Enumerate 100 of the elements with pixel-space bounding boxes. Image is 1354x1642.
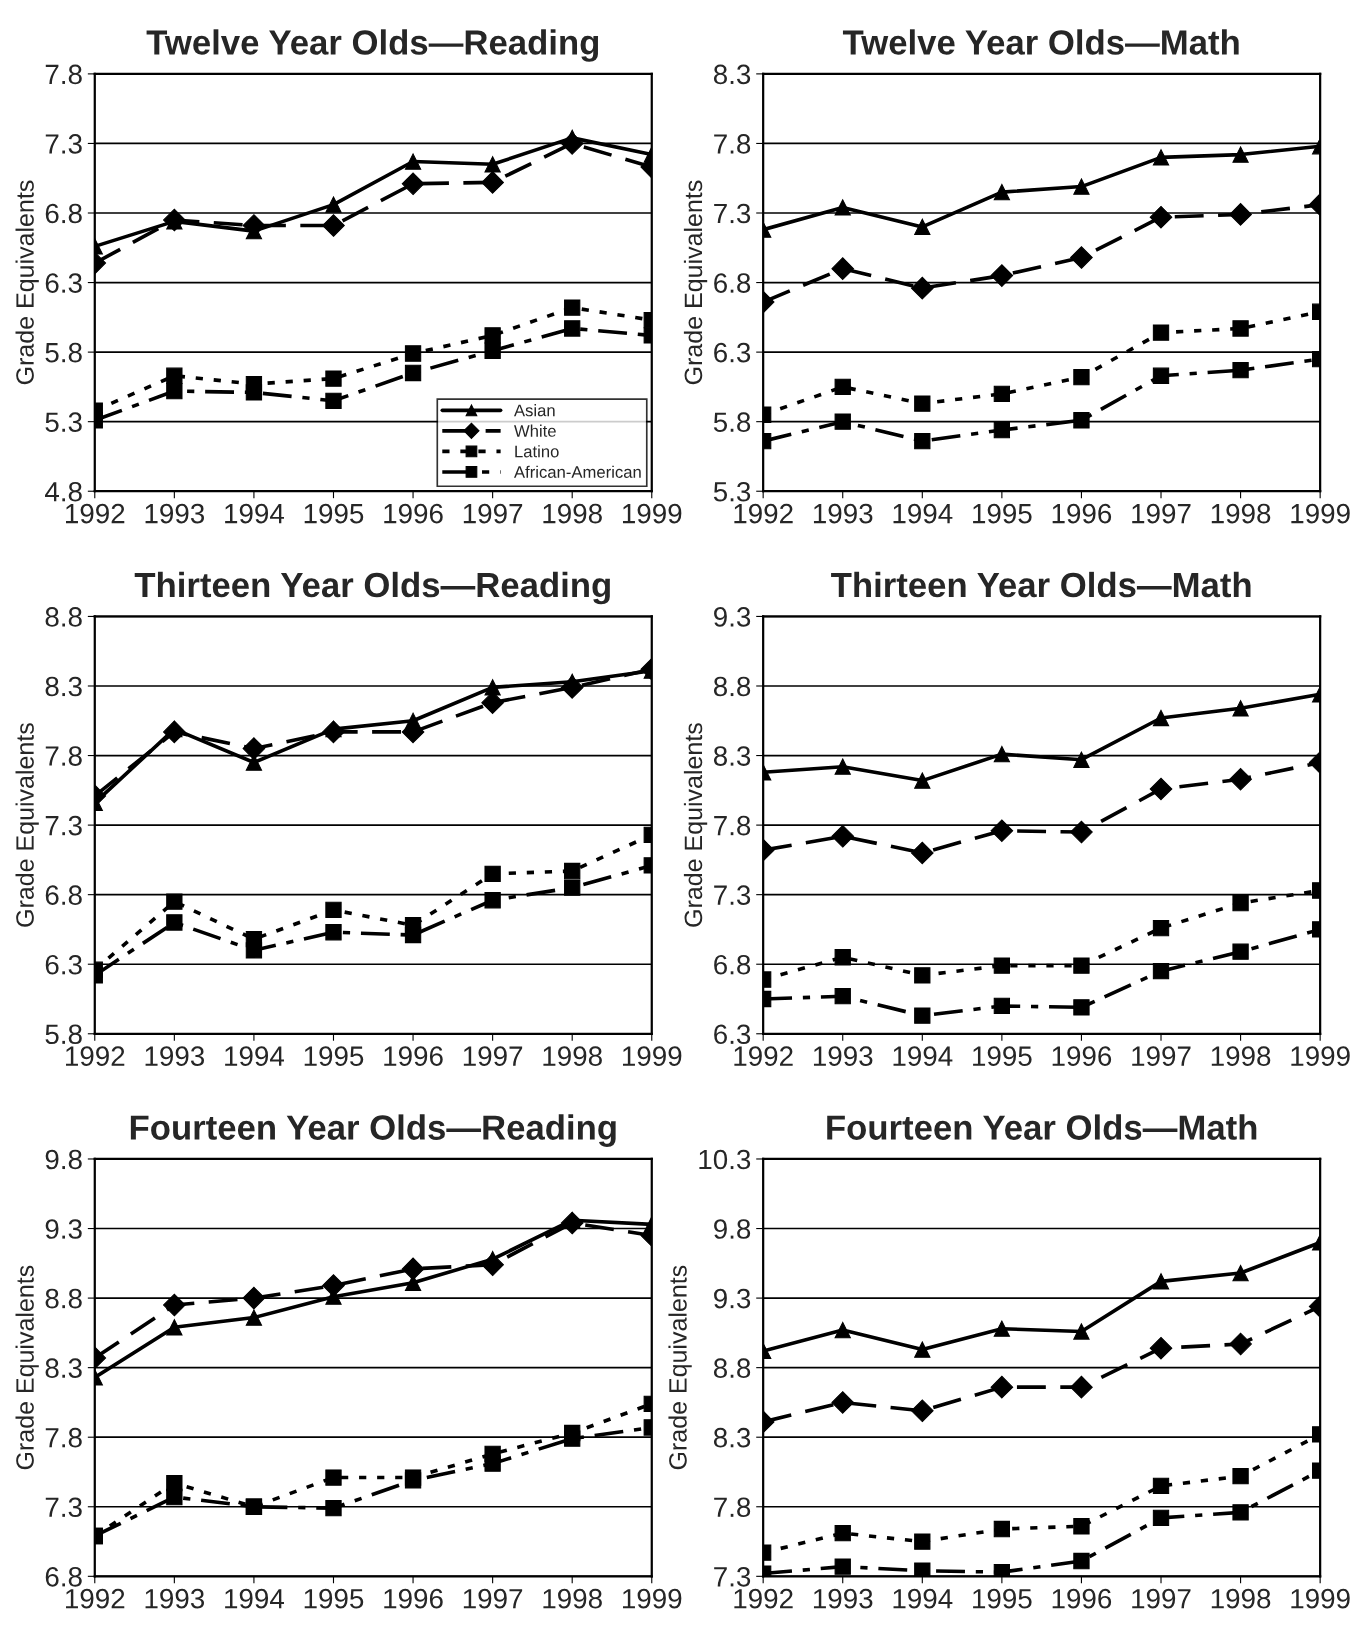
y-tick-label: 5.3 (45, 412, 82, 433)
x-tick-label: 1995 (973, 1588, 1032, 1609)
x-tick-label: 1994 (893, 1046, 953, 1066)
x-tick-label: 1997 (463, 1588, 523, 1609)
y-tick-label: 7.3 (45, 815, 82, 836)
y-tick-label: 8.8 (45, 607, 82, 627)
x-tick-label: 1994 (893, 503, 953, 524)
y-tick-label: 7.3 (714, 203, 751, 224)
x-tick-label: 1996 (384, 1046, 443, 1066)
x-tick-label: 1996 (1052, 1046, 1112, 1066)
chart-title: Thirteen Year Olds—Reading (134, 571, 610, 605)
x-tick-label: 1997 (463, 503, 523, 524)
y-tick-label: 6.8 (45, 885, 82, 905)
y-tick-label: 5.8 (713, 412, 751, 433)
y-axis-title: Grade Equivalents (683, 723, 708, 927)
y-tick-label: 8.8 (713, 1358, 751, 1378)
y-tick-label: 7.8 (714, 815, 751, 836)
y-tick-label: 6.3 (45, 273, 82, 293)
x-tick-label: 1996 (1052, 1588, 1112, 1609)
x-tick-label: 1998 (543, 503, 602, 524)
y-tick-label: 9.8 (45, 1149, 82, 1170)
x-tick-label: 1997 (1132, 1046, 1191, 1066)
x-tick-label: 1995 (973, 1046, 1032, 1066)
y-tick-label: 7.8 (45, 64, 82, 85)
y-tick-label: 5.8 (45, 1024, 82, 1045)
y-tick-label: 8.8 (713, 676, 751, 697)
x-tick-label: 1999 (622, 1046, 682, 1066)
x-tick-label: 1992 (66, 1046, 125, 1066)
chart-title: Twelve Year Olds—Reading (146, 29, 599, 62)
legend-label: White (514, 424, 556, 437)
x-tick-label: 1995 (304, 503, 364, 524)
x-tick-label: 1992 (66, 1588, 125, 1609)
y-axis-title: Grade Equivalents (668, 1265, 692, 1470)
y-tick-label: 4.8 (45, 481, 82, 502)
x-tick-label: 1994 (225, 1588, 285, 1609)
y-tick-label: 6.8 (714, 954, 751, 975)
y-tick-label: 8.3 (45, 676, 82, 697)
x-tick-label: 1997 (1132, 503, 1191, 524)
y-tick-label: 7.8 (714, 134, 751, 154)
y-axis-title: Grade Equivalents (15, 723, 39, 927)
y-tick-label: 8.3 (713, 64, 751, 85)
y-tick-label: 8.3 (713, 1427, 751, 1448)
y-axis-title: Grade Equivalents (15, 1265, 39, 1470)
x-tick-label: 1993 (813, 1046, 873, 1066)
y-tick-label: 7.8 (714, 1497, 751, 1518)
y-tick-label: 7.8 (45, 746, 82, 766)
x-tick-label: 1999 (1291, 503, 1350, 524)
y-tick-label: 9.3 (714, 607, 751, 627)
y-tick-label: 6.3 (45, 954, 82, 975)
x-tick-label: 1996 (384, 1588, 443, 1609)
y-tick-label: 5.8 (45, 342, 82, 363)
y-tick-label: 8.3 (45, 1358, 82, 1378)
y-tick-label: 5.3 (713, 481, 751, 502)
x-tick-label: 1998 (1211, 1046, 1271, 1066)
x-tick-label: 1999 (1291, 1046, 1350, 1066)
y-tick-label: 6.8 (45, 1566, 82, 1587)
y-tick-label: 7.3 (45, 134, 82, 154)
chart-title: Fourteen Year Olds—Reading (130, 1114, 616, 1147)
x-tick-label: 1999 (1291, 1588, 1350, 1609)
y-tick-label: 6.8 (45, 203, 82, 224)
x-tick-label: 1998 (1211, 1588, 1271, 1609)
x-tick-label: 1994 (225, 1046, 285, 1066)
y-tick-label: 7.3 (45, 1497, 82, 1518)
y-tick-label: 8.3 (713, 746, 751, 766)
chart-title: Fourteen Year Olds—Math (827, 1114, 1257, 1140)
x-tick-label: 1999 (622, 1588, 682, 1609)
y-tick-label: 6.3 (714, 342, 751, 363)
y-tick-label: 7.3 (714, 1566, 751, 1587)
x-tick-label: 1993 (813, 1588, 873, 1609)
chart-title: Thirteen Year Olds—Math (831, 571, 1251, 598)
x-tick-label: 1995 (304, 1588, 364, 1609)
x-tick-label: 1997 (1132, 1588, 1191, 1609)
x-tick-label: 1994 (893, 1588, 953, 1609)
x-tick-label: 1999 (622, 503, 682, 524)
x-tick-label: 1998 (543, 1588, 602, 1609)
x-tick-label: 1996 (384, 503, 443, 524)
x-tick-label: 1992 (734, 1588, 793, 1609)
x-tick-label: 1998 (543, 1046, 602, 1066)
y-tick-label: 8.8 (45, 1288, 82, 1309)
x-tick-label: 1996 (1052, 503, 1112, 524)
chart-title: Twelve Year Olds—Math (842, 29, 1239, 55)
y-tick-label: 6.3 (714, 1024, 751, 1045)
x-tick-label: 1998 (1211, 503, 1271, 524)
x-tick-label: 1993 (145, 503, 205, 524)
x-tick-label: 1992 (66, 503, 125, 524)
x-tick-label: 1997 (463, 1046, 523, 1066)
y-axis-title: Grade Equivalents (683, 180, 708, 385)
y-tick-label: 9.8 (714, 1219, 751, 1239)
x-tick-label: 1992 (734, 1046, 793, 1066)
x-tick-label: 1993 (145, 1588, 205, 1609)
y-tick-label: 7.8 (45, 1427, 82, 1448)
legend-label: African-American (513, 465, 641, 478)
y-tick-label: 6.8 (714, 273, 751, 293)
x-tick-label: 1995 (304, 1046, 364, 1066)
legend-label: Asian (513, 404, 555, 417)
x-tick-label: 1992 (734, 503, 793, 524)
y-tick-label: 10.3 (699, 1149, 751, 1170)
y-axis-title: Grade Equivalents (15, 180, 39, 385)
y-tick-label: 9.3 (45, 1219, 82, 1239)
legend-label: Latino (515, 445, 559, 458)
